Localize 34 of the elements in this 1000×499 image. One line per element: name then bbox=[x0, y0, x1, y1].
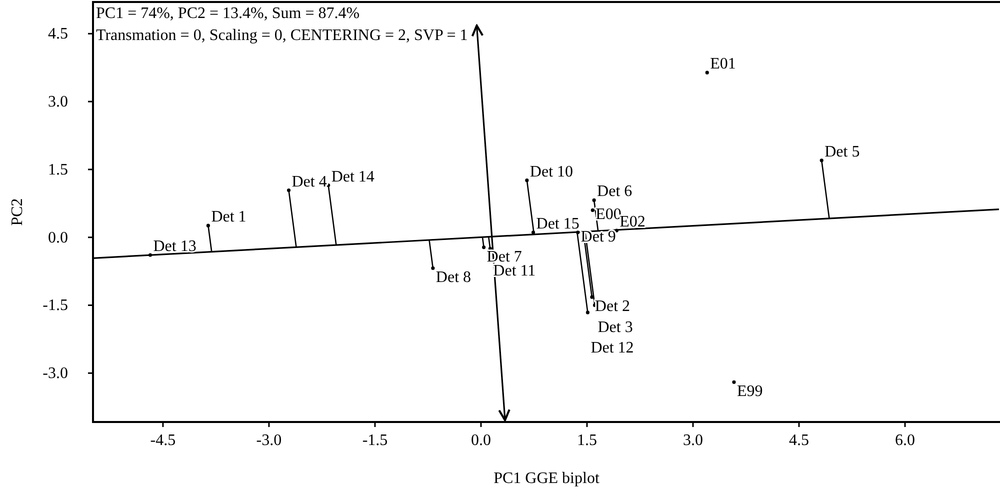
x-tick-label: -1.5 bbox=[362, 432, 388, 449]
annotation: E99 bbox=[736, 383, 763, 400]
y-axis-title: PC2 bbox=[9, 198, 26, 226]
x-tick-label: 4.5 bbox=[789, 432, 809, 449]
y-tick-label: 4.5 bbox=[48, 26, 68, 43]
y-tick-label: 3.0 bbox=[48, 94, 68, 111]
annotation: Det 3 bbox=[598, 319, 633, 336]
annotation: Det 1 bbox=[211, 208, 246, 226]
annotation: Det 2 bbox=[594, 298, 630, 316]
annotation: E00 bbox=[596, 206, 622, 224]
y-tick-label: 0.0 bbox=[48, 229, 68, 246]
annotation: PC1 = 74%, PC2 = 13.4%, Sum = 87.4% bbox=[96, 5, 360, 22]
y-tick-label: -3.0 bbox=[42, 365, 68, 382]
x-tick-label: -3.0 bbox=[256, 432, 282, 449]
annotation: Det 5 bbox=[824, 143, 860, 160]
annotation: Det 12 bbox=[590, 339, 634, 356]
annotation: E01 bbox=[710, 56, 736, 73]
x-tick-label: 3.0 bbox=[682, 432, 703, 449]
x-tick-label: 1.5 bbox=[576, 432, 597, 449]
annotation: E02 bbox=[620, 214, 646, 231]
y-tick-label: -1.5 bbox=[42, 297, 68, 314]
annotation: Det 14 bbox=[331, 168, 374, 186]
annotation: Det 6 bbox=[597, 183, 632, 200]
annotation: Det 8 bbox=[436, 269, 472, 286]
annotation: Det 4 bbox=[292, 173, 327, 190]
annotation: Det 10 bbox=[530, 163, 574, 180]
x-axis-title: PC1 GGE biplot bbox=[494, 470, 600, 487]
x-tick-label: -4.5 bbox=[150, 432, 176, 449]
y-tick-label: 1.5 bbox=[48, 161, 68, 178]
x-tick-label: 6.0 bbox=[895, 432, 916, 449]
annotation: Det 13 bbox=[153, 238, 196, 255]
annotation: Det 15 bbox=[536, 215, 580, 232]
x-tick-label: 0.0 bbox=[470, 432, 491, 449]
annotation: Transmation = 0, Scaling = 0, CENTERING = 2, SVP = 1 bbox=[96, 27, 468, 44]
